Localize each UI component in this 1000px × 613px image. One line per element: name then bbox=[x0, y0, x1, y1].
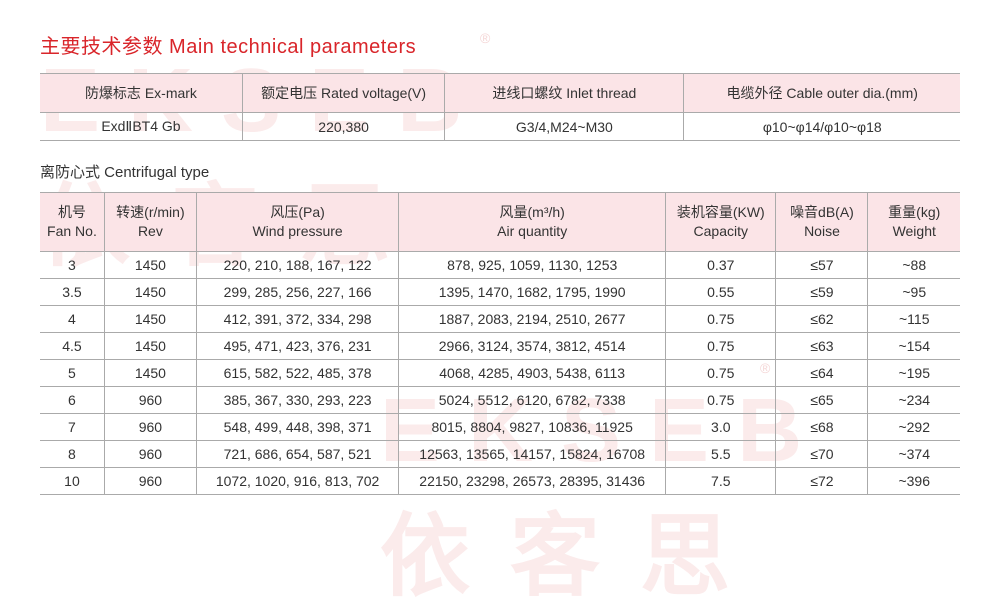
cell: 1450 bbox=[104, 332, 196, 359]
table-header-row: 防爆标志 Ex-mark 额定电压 Rated voltage(V) 进线口螺纹… bbox=[40, 74, 960, 113]
table-row: 109601072, 1020, 916, 813, 70222150, 232… bbox=[40, 467, 960, 494]
column-header: 机号Fan No. bbox=[40, 193, 104, 252]
column-header: 装机容量(KW)Capacity bbox=[666, 193, 776, 252]
cell: 6 bbox=[40, 386, 104, 413]
cell: ~95 bbox=[868, 278, 960, 305]
table-row: 4.51450495, 471, 423, 376, 2312966, 3124… bbox=[40, 332, 960, 359]
table-row: 31450220, 210, 188, 167, 122878, 925, 10… bbox=[40, 251, 960, 278]
cell: 22150, 23298, 26573, 28395, 31436 bbox=[399, 467, 666, 494]
cell: ExdⅡBT4 Gb bbox=[40, 113, 242, 141]
column-header: 转速(r/min)Rev bbox=[104, 193, 196, 252]
cell: ~115 bbox=[868, 305, 960, 332]
cell: 1887, 2083, 2194, 2510, 2677 bbox=[399, 305, 666, 332]
cell: 960 bbox=[104, 440, 196, 467]
table-row: 7960548, 499, 448, 398, 3718015, 8804, 9… bbox=[40, 413, 960, 440]
cell: 412, 391, 372, 334, 298 bbox=[196, 305, 398, 332]
cell: ≤68 bbox=[776, 413, 868, 440]
cell: 10 bbox=[40, 467, 104, 494]
cell: 385, 367, 330, 293, 223 bbox=[196, 386, 398, 413]
cell: 7.5 bbox=[666, 467, 776, 494]
cell: 4 bbox=[40, 305, 104, 332]
cell: 1395, 1470, 1682, 1795, 1990 bbox=[399, 278, 666, 305]
cell: 960 bbox=[104, 413, 196, 440]
centrifugal-table: 机号Fan No.转速(r/min)Rev风压(Pa)Wind pressure… bbox=[40, 192, 960, 495]
cell: 0.75 bbox=[666, 359, 776, 386]
col-cable-dia: 电缆外径 Cable outer dia.(mm) bbox=[684, 74, 960, 113]
cell: 3.5 bbox=[40, 278, 104, 305]
cell: 1450 bbox=[104, 251, 196, 278]
page-title: 主要技术参数 Main technical parameters bbox=[40, 30, 960, 59]
cell: 1450 bbox=[104, 359, 196, 386]
cell: 615, 582, 522, 485, 378 bbox=[196, 359, 398, 386]
cell: ≤57 bbox=[776, 251, 868, 278]
cell: ≤63 bbox=[776, 332, 868, 359]
cell: 721, 686, 654, 587, 521 bbox=[196, 440, 398, 467]
cell: 960 bbox=[104, 467, 196, 494]
cell: ≤72 bbox=[776, 467, 868, 494]
col-inlet: 进线口螺纹 Inlet thread bbox=[445, 74, 684, 113]
cell: 548, 499, 448, 398, 371 bbox=[196, 413, 398, 440]
cell: 220,380 bbox=[242, 113, 444, 141]
cell: ~374 bbox=[868, 440, 960, 467]
cell: 220, 210, 188, 167, 122 bbox=[196, 251, 398, 278]
cell: 5.5 bbox=[666, 440, 776, 467]
cell: 0.75 bbox=[666, 305, 776, 332]
cell: 960 bbox=[104, 386, 196, 413]
table-row: 6960385, 367, 330, 293, 2235024, 5512, 6… bbox=[40, 386, 960, 413]
cell: ≤65 bbox=[776, 386, 868, 413]
col-voltage: 额定电压 Rated voltage(V) bbox=[242, 74, 444, 113]
cell: 8 bbox=[40, 440, 104, 467]
cell: 2966, 3124, 3574, 3812, 4514 bbox=[399, 332, 666, 359]
parameters-table: 防爆标志 Ex-mark 额定电压 Rated voltage(V) 进线口螺纹… bbox=[40, 73, 960, 141]
cell: 7 bbox=[40, 413, 104, 440]
column-header: 重量(kg)Weight bbox=[868, 193, 960, 252]
cell: ≤64 bbox=[776, 359, 868, 386]
table-row: 8960721, 686, 654, 587, 52112563, 13565,… bbox=[40, 440, 960, 467]
cell: 0.75 bbox=[666, 332, 776, 359]
column-header: 风压(Pa)Wind pressure bbox=[196, 193, 398, 252]
cell: 3.0 bbox=[666, 413, 776, 440]
cell: 5 bbox=[40, 359, 104, 386]
cell: 12563, 13565, 14157, 15824, 16708 bbox=[399, 440, 666, 467]
table-row: ExdⅡBT4 Gb 220,380 G3/4,M24~M30 φ10~φ14/… bbox=[40, 113, 960, 141]
table-row: 41450412, 391, 372, 334, 2981887, 2083, … bbox=[40, 305, 960, 332]
cell: 4068, 4285, 4903, 5438, 6113 bbox=[399, 359, 666, 386]
cell: 0.75 bbox=[666, 386, 776, 413]
cell: 0.55 bbox=[666, 278, 776, 305]
cell: ~154 bbox=[868, 332, 960, 359]
cell: 299, 285, 256, 227, 166 bbox=[196, 278, 398, 305]
table-header-row: 机号Fan No.转速(r/min)Rev风压(Pa)Wind pressure… bbox=[40, 193, 960, 252]
cell: G3/4,M24~M30 bbox=[445, 113, 684, 141]
cell: ~195 bbox=[868, 359, 960, 386]
col-ex-mark: 防爆标志 Ex-mark bbox=[40, 74, 242, 113]
cell: ≤70 bbox=[776, 440, 868, 467]
table-row: 3.51450299, 285, 256, 227, 1661395, 1470… bbox=[40, 278, 960, 305]
column-header: 风量(m³/h)Air quantity bbox=[399, 193, 666, 252]
cell: 0.37 bbox=[666, 251, 776, 278]
cell: φ10~φ14/φ10~φ18 bbox=[684, 113, 960, 141]
cell: 495, 471, 423, 376, 231 bbox=[196, 332, 398, 359]
cell: 8015, 8804, 9827, 10836, 11925 bbox=[399, 413, 666, 440]
cell: 5024, 5512, 6120, 6782, 7338 bbox=[399, 386, 666, 413]
cell: ~88 bbox=[868, 251, 960, 278]
cell: ≤62 bbox=[776, 305, 868, 332]
cell: ~292 bbox=[868, 413, 960, 440]
column-header: 噪音dB(A)Noise bbox=[776, 193, 868, 252]
cell: 4.5 bbox=[40, 332, 104, 359]
cell: ≤59 bbox=[776, 278, 868, 305]
cell: ~396 bbox=[868, 467, 960, 494]
cell: 878, 925, 1059, 1130, 1253 bbox=[399, 251, 666, 278]
cell: 1450 bbox=[104, 278, 196, 305]
section-subtitle: 离防心式 Centrifugal type bbox=[40, 161, 960, 182]
cell: 1072, 1020, 916, 813, 702 bbox=[196, 467, 398, 494]
cell: 3 bbox=[40, 251, 104, 278]
cell: 1450 bbox=[104, 305, 196, 332]
cell: ~234 bbox=[868, 386, 960, 413]
table-row: 51450615, 582, 522, 485, 3784068, 4285, … bbox=[40, 359, 960, 386]
